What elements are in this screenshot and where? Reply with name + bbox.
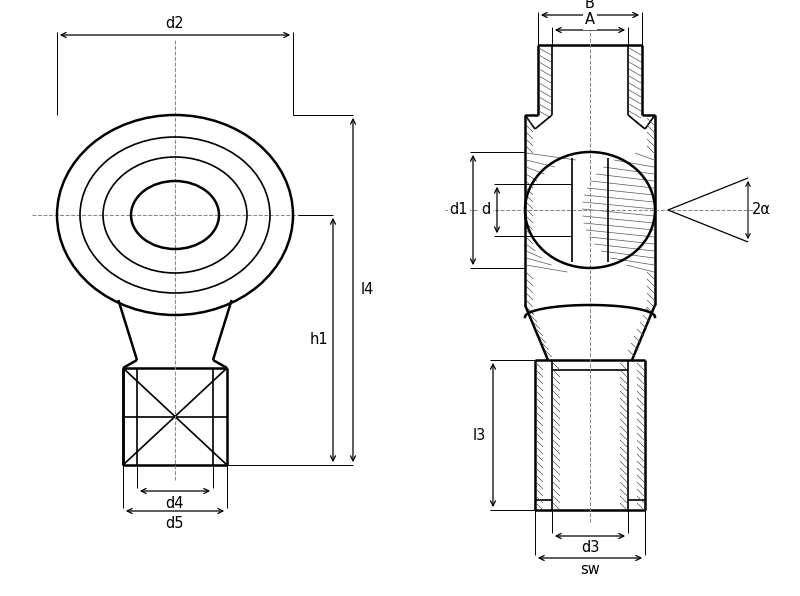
Text: d: d (482, 203, 490, 218)
Text: 2α: 2α (752, 203, 771, 218)
Text: sw: sw (580, 563, 600, 578)
Text: d2: d2 (166, 15, 184, 30)
Text: d1: d1 (450, 203, 468, 218)
Text: d5: d5 (166, 516, 184, 530)
Text: l4: l4 (360, 283, 374, 297)
Text: h1: h1 (310, 333, 328, 347)
Text: d4: d4 (166, 495, 184, 511)
Text: l3: l3 (472, 427, 486, 442)
Text: A: A (585, 13, 595, 27)
Text: d3: d3 (581, 541, 599, 555)
Text: B: B (585, 0, 595, 11)
